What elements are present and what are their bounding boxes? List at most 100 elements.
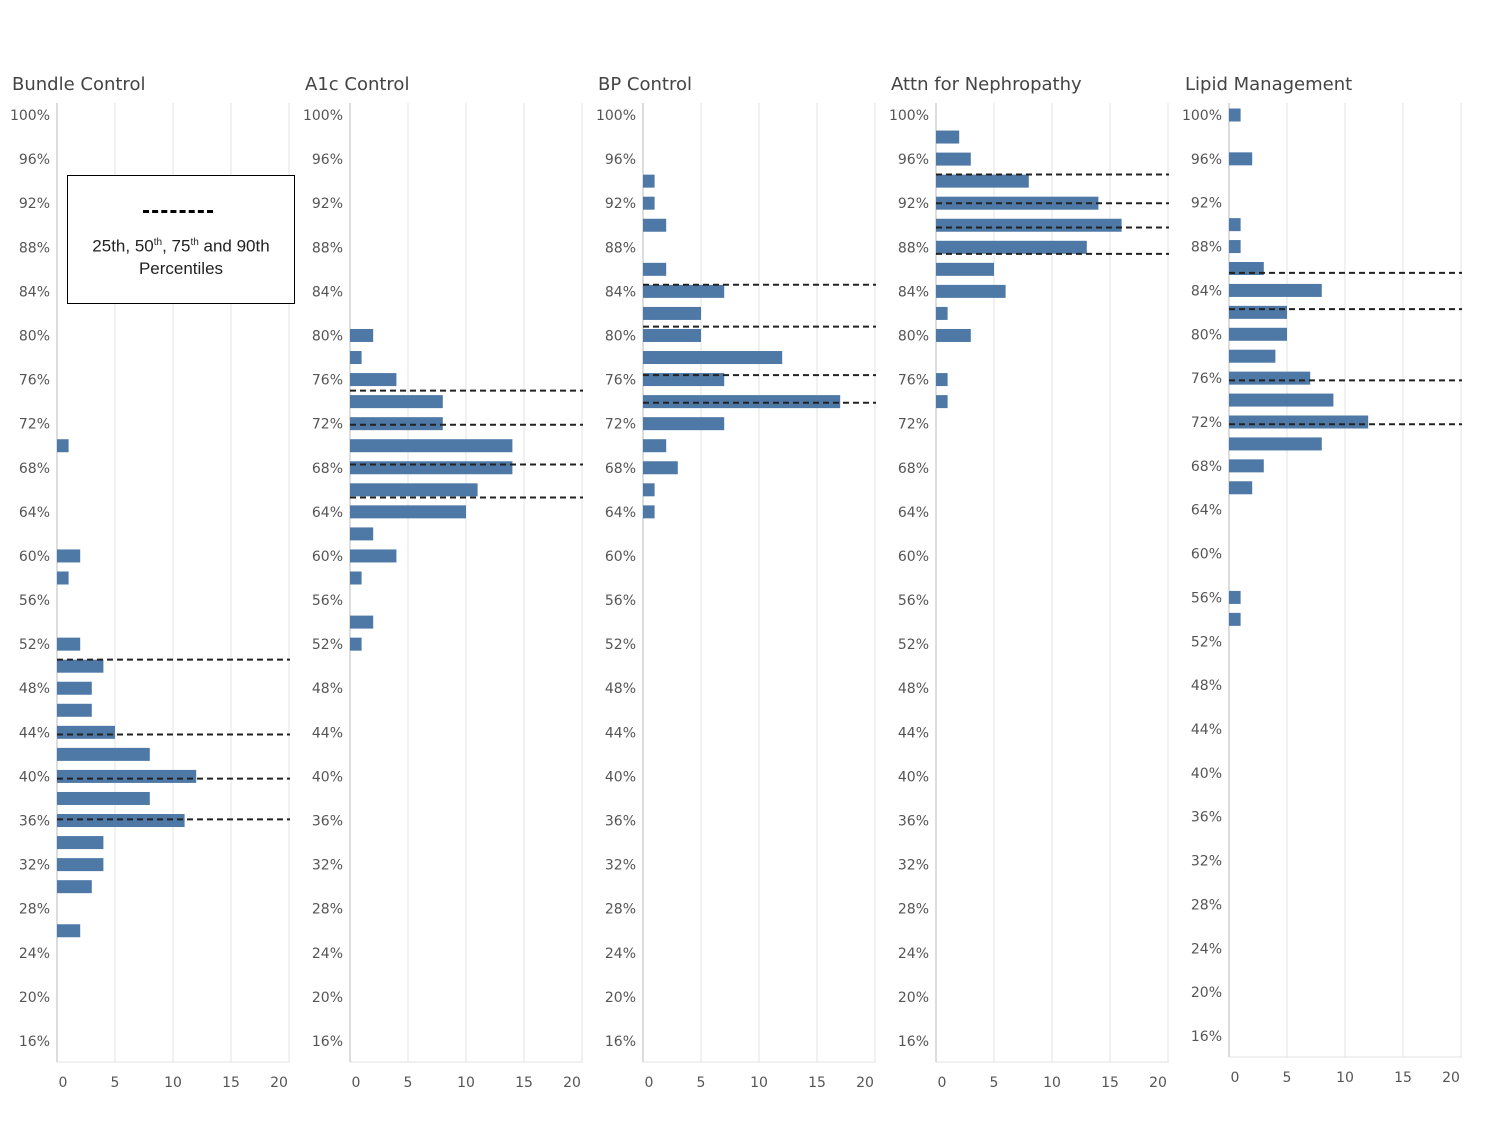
legend-sup-2: th	[190, 237, 199, 248]
y-tick-label: 16%	[19, 1034, 50, 1050]
y-tick-label: 84%	[1191, 283, 1222, 299]
histogram-bar	[1229, 590, 1241, 604]
histogram-bar	[1229, 612, 1241, 626]
histogram-bar	[57, 439, 69, 453]
legend-text: 25th, 50th, 75th and 90th Percentiles	[68, 232, 294, 280]
histogram-bar	[643, 439, 667, 453]
y-tick-label: 28%	[1191, 897, 1222, 913]
histogram-bar	[936, 240, 1087, 254]
y-tick-label: 36%	[1191, 810, 1222, 826]
histogram-bar	[57, 549, 81, 563]
y-tick-label: 36%	[312, 814, 343, 830]
x-tick-label: 20	[856, 1075, 874, 1091]
histogram-bar	[643, 328, 701, 342]
y-tick-label: 68%	[19, 461, 50, 477]
y-tick-label: 56%	[898, 593, 929, 609]
histogram-bar	[643, 483, 655, 497]
y-tick-label: 28%	[312, 902, 343, 918]
x-tick-label: 10	[1043, 1075, 1061, 1091]
y-tick-label: 28%	[605, 902, 636, 918]
x-tick-label: 10	[1336, 1070, 1354, 1086]
y-tick-label: 96%	[898, 152, 929, 168]
histogram-bar	[936, 395, 948, 409]
histogram-bar	[1229, 459, 1264, 473]
y-tick-label: 92%	[19, 196, 50, 212]
histogram-bar	[643, 174, 655, 188]
y-tick-label: 88%	[605, 240, 636, 256]
histogram-bar	[350, 505, 466, 519]
x-tick-label: 5	[990, 1075, 999, 1091]
y-tick-label: 60%	[1191, 547, 1222, 563]
y-tick-label: 16%	[312, 1034, 343, 1050]
legend-text-post: and 90th	[198, 236, 270, 256]
y-tick-label: 20%	[19, 990, 50, 1006]
x-tick-label: 15	[1101, 1075, 1119, 1091]
y-tick-label: 32%	[1191, 854, 1222, 870]
histogram-bar	[1229, 393, 1334, 407]
histogram-bar	[350, 417, 443, 431]
y-tick-label: 16%	[1191, 1029, 1222, 1045]
histogram-bar	[350, 351, 362, 365]
x-tick-label: 0	[938, 1075, 947, 1091]
y-tick-label: 20%	[312, 990, 343, 1006]
y-tick-label: 16%	[605, 1034, 636, 1050]
x-tick-label: 5	[404, 1075, 413, 1091]
histogram-bar	[643, 417, 725, 431]
y-tick-label: 76%	[1191, 371, 1222, 387]
x-tick-label: 10	[457, 1075, 475, 1091]
y-tick-label: 52%	[1191, 634, 1222, 650]
panel-title: A1c Control	[305, 74, 409, 95]
y-tick-label: 36%	[19, 814, 50, 830]
y-tick-label: 100%	[10, 108, 50, 124]
y-tick-label: 64%	[605, 505, 636, 521]
y-tick-label: 96%	[1191, 152, 1222, 168]
y-tick-label: 80%	[1191, 327, 1222, 343]
histogram-bar	[643, 373, 725, 387]
histogram-bar	[643, 284, 725, 298]
y-tick-label: 24%	[1191, 941, 1222, 957]
y-tick-label: 48%	[19, 681, 50, 697]
y-tick-label: 52%	[898, 637, 929, 653]
histogram-bar	[57, 571, 69, 585]
y-tick-label: 20%	[1191, 985, 1222, 1001]
histogram-bar	[1229, 437, 1322, 451]
y-tick-label: 24%	[19, 946, 50, 962]
histogram-bar	[1229, 152, 1253, 166]
histogram-bar	[1229, 218, 1241, 232]
x-tick-label: 0	[645, 1075, 654, 1091]
y-tick-label: 68%	[312, 461, 343, 477]
y-tick-label: 80%	[605, 328, 636, 344]
x-tick-label: 0	[352, 1075, 361, 1091]
histogram-bar	[350, 395, 443, 409]
histogram-bar	[643, 395, 841, 409]
histogram-bar	[936, 152, 971, 166]
histogram-bar	[1229, 305, 1287, 319]
x-tick-label: 15	[222, 1075, 240, 1091]
y-tick-label: 60%	[19, 549, 50, 565]
y-tick-label: 64%	[898, 505, 929, 521]
histogram-bar	[643, 505, 655, 519]
y-tick-label: 56%	[19, 593, 50, 609]
panel-title: BP Control	[598, 74, 692, 95]
y-tick-label: 40%	[898, 769, 929, 785]
y-tick-label: 68%	[1191, 459, 1222, 475]
y-tick-label: 84%	[19, 284, 50, 300]
x-tick-label: 20	[1442, 1070, 1460, 1086]
y-tick-label: 64%	[312, 505, 343, 521]
y-tick-label: 72%	[312, 417, 343, 433]
y-tick-label: 32%	[898, 858, 929, 874]
y-tick-label: 56%	[312, 593, 343, 609]
y-tick-label: 72%	[1191, 415, 1222, 431]
histogram-bar	[57, 725, 115, 739]
histogram-bar	[57, 924, 81, 938]
histogram-bar	[57, 836, 104, 850]
histogram-bar	[57, 769, 197, 783]
y-tick-label: 52%	[605, 637, 636, 653]
histogram-bar	[350, 527, 374, 541]
x-tick-label: 20	[270, 1075, 288, 1091]
y-tick-label: 100%	[1182, 108, 1222, 124]
histogram-bar	[936, 373, 948, 387]
panel-title: Lipid Management	[1185, 74, 1352, 95]
y-tick-label: 76%	[898, 373, 929, 389]
y-tick-label: 92%	[312, 196, 343, 212]
